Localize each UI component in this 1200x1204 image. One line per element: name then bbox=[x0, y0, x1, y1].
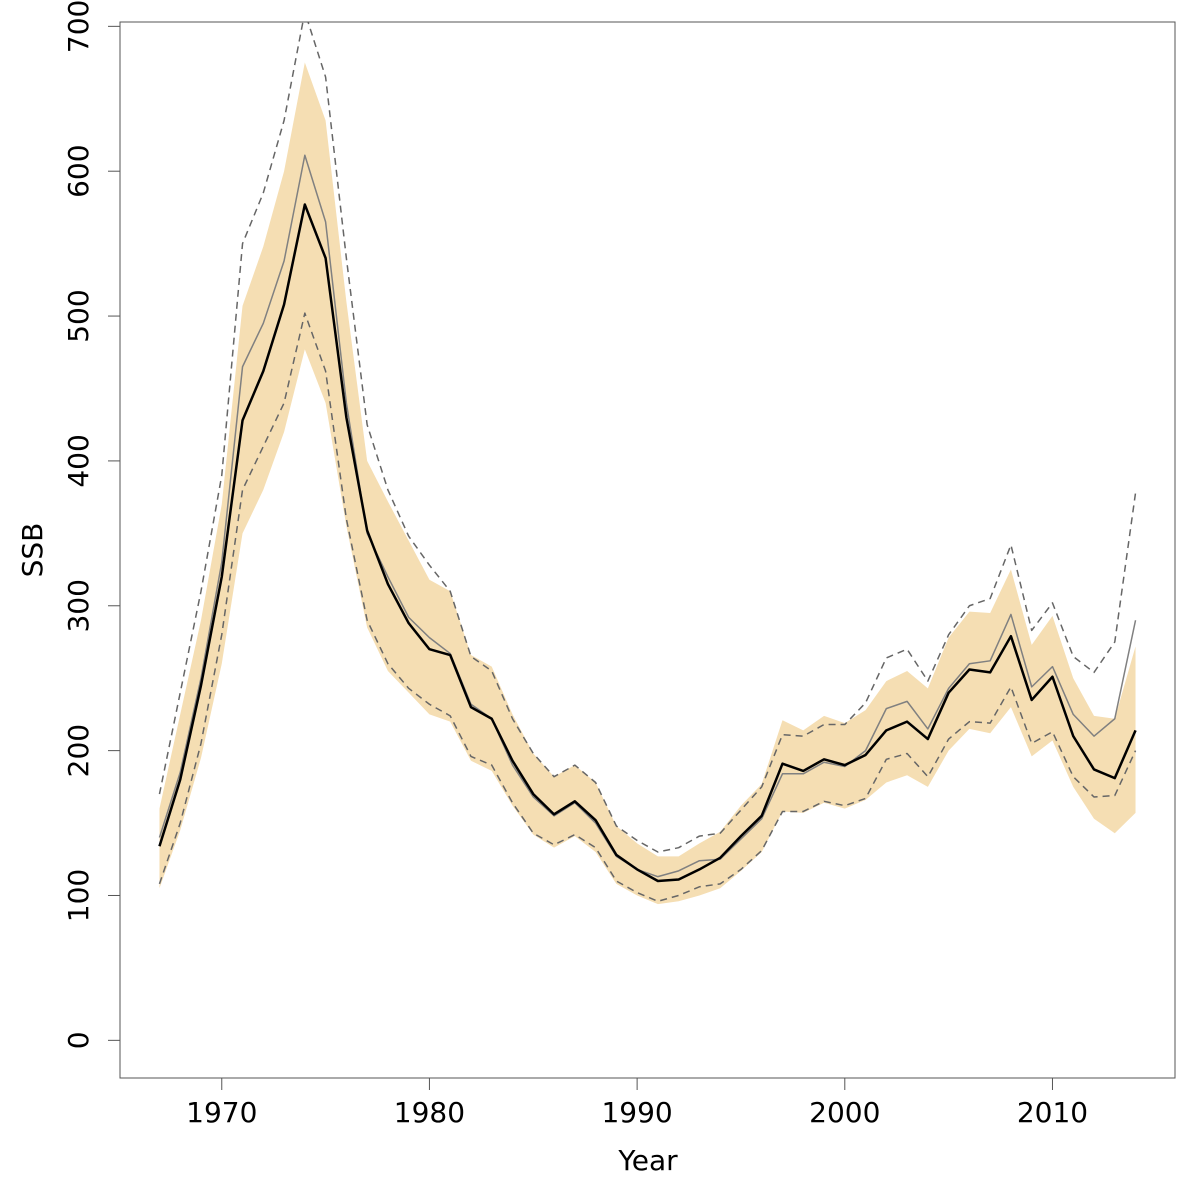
x-tick-label: 1990 bbox=[601, 1096, 672, 1129]
y-tick-label: 300 bbox=[62, 579, 95, 632]
plot-frame bbox=[119, 21, 1176, 1079]
y-tick-label: 200 bbox=[62, 724, 95, 777]
y-tick-label: 700 bbox=[62, 0, 95, 53]
y-tick-label: 100 bbox=[62, 869, 95, 922]
x-tick-label: 1970 bbox=[186, 1096, 257, 1129]
plot-area bbox=[158, 22, 1137, 905]
confidence-band bbox=[159, 62, 1136, 905]
y-tick-label: 0 bbox=[62, 1031, 95, 1049]
series-line bbox=[158, 203, 1137, 883]
x-tick-label: 2000 bbox=[809, 1096, 880, 1129]
series-line bbox=[158, 22, 1137, 853]
series-line bbox=[158, 154, 1137, 878]
y-tick-label: 600 bbox=[62, 144, 95, 197]
y-tick-label: 500 bbox=[62, 289, 95, 342]
y-tick-label: 400 bbox=[62, 434, 95, 487]
series-line bbox=[158, 312, 1137, 903]
x-tick-label: 1980 bbox=[394, 1096, 465, 1129]
x-tick-label: 2010 bbox=[1017, 1096, 1088, 1129]
y-axis-label: SSB bbox=[16, 523, 49, 578]
x-axis-label: Year bbox=[617, 1144, 678, 1177]
